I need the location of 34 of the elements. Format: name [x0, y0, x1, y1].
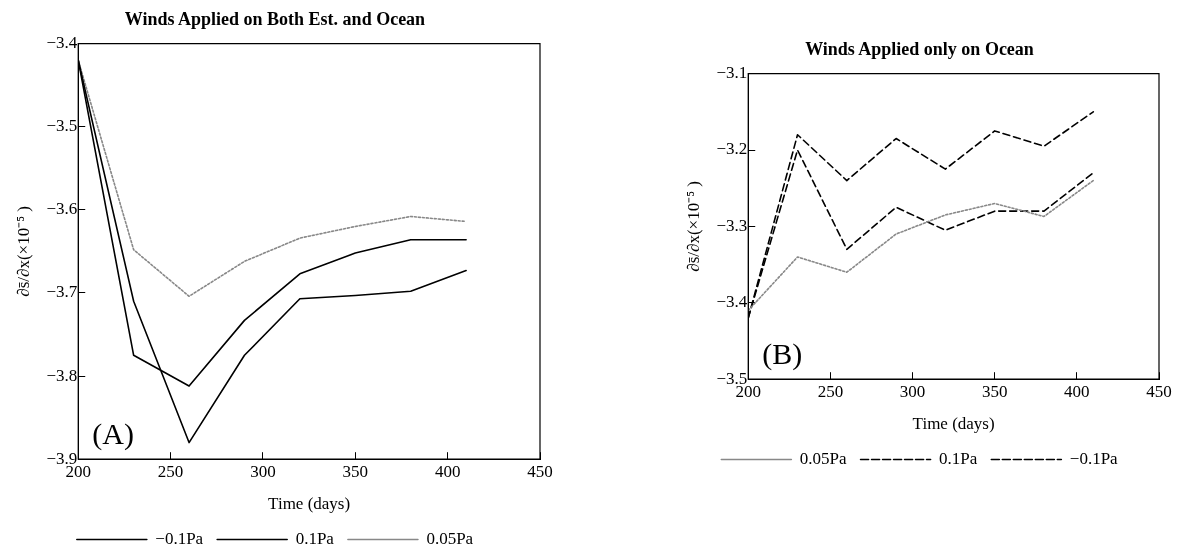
y-tick-label: −3.8 [46, 365, 78, 385]
x-tick-label: 250 [817, 381, 844, 401]
x-tick-label: 400 [1064, 381, 1090, 401]
chart-title: Winds Applied only on Ocean [805, 39, 1034, 60]
x-tick-label: 450 [527, 461, 553, 481]
x-tick-label: 250 [157, 461, 184, 481]
y-tick-label: −3.6 [46, 199, 78, 219]
y-axis-title: ∂s̄/∂x(×10⁻⁵ ) [13, 206, 33, 297]
legend-label: −0.1Pa [155, 528, 204, 548]
annotation: (A) [92, 417, 134, 452]
y-tick-label: −3.2 [716, 139, 748, 159]
y-axis-title: ∂s̄/∂x(×10⁻⁵ ) [683, 181, 703, 272]
legend-label: 0.1Pa [295, 528, 335, 548]
legend-label: 0.05Pa [426, 528, 474, 548]
y-tick-label: −3.4 [46, 33, 78, 53]
legend-label: 0.1Pa [939, 448, 978, 468]
x-tick-label: 350 [342, 461, 369, 481]
x-tick-label: 350 [981, 381, 1008, 401]
chart-title: Winds Applied on Both Est. and Ocean [124, 9, 426, 30]
annotation: (B) [762, 337, 803, 372]
x-tick-label: 450 [1146, 381, 1172, 401]
legend-label: 0.05Pa [799, 448, 848, 468]
x-axis-title: Time (days) [912, 414, 995, 434]
x-axis-title: Time (days) [268, 494, 351, 514]
y-tick-label: −3.7 [46, 282, 78, 302]
y-tick-label: −3.5 [46, 116, 78, 136]
line-series [748, 179, 1095, 312]
x-tick-label: 300 [250, 461, 276, 481]
y-tick-label: −3.4 [716, 292, 748, 312]
x-tick-label: 300 [899, 381, 926, 401]
x-tick-label: 400 [434, 461, 461, 481]
legend-label: −0.1Pa [1069, 448, 1119, 468]
y-tick-label: −3.3 [716, 215, 748, 235]
y-tick-label: −3.1 [716, 63, 748, 83]
